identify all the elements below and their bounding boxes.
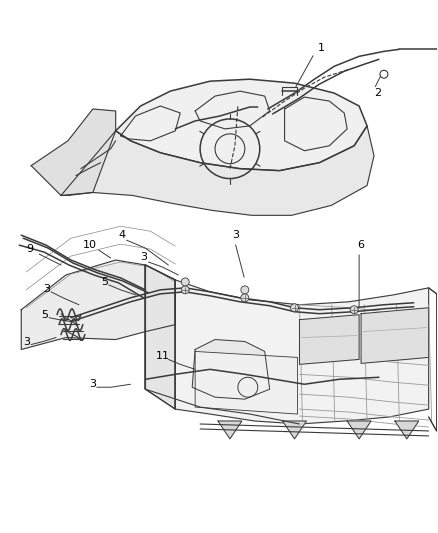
Polygon shape — [300, 314, 359, 365]
Text: 2: 2 — [374, 88, 381, 98]
Text: 4: 4 — [119, 230, 126, 240]
Text: 5: 5 — [41, 310, 48, 320]
Text: 3: 3 — [232, 230, 239, 240]
Circle shape — [350, 306, 358, 314]
Text: 10: 10 — [83, 240, 97, 250]
Text: 9: 9 — [26, 244, 33, 254]
Polygon shape — [145, 265, 429, 424]
Polygon shape — [116, 79, 367, 171]
Polygon shape — [61, 126, 374, 215]
Polygon shape — [145, 265, 175, 409]
Circle shape — [241, 286, 249, 294]
Text: 5: 5 — [101, 277, 108, 287]
Circle shape — [181, 278, 189, 286]
Circle shape — [181, 286, 189, 294]
Polygon shape — [31, 109, 116, 196]
Polygon shape — [192, 340, 270, 399]
Text: 6: 6 — [357, 240, 364, 250]
Circle shape — [380, 70, 388, 78]
Text: 3: 3 — [89, 379, 96, 389]
Text: 11: 11 — [155, 351, 170, 361]
Polygon shape — [21, 260, 175, 350]
Text: 1: 1 — [318, 43, 325, 53]
Text: 3: 3 — [141, 252, 148, 262]
Polygon shape — [218, 421, 242, 439]
Text: 3: 3 — [43, 284, 50, 294]
Circle shape — [241, 294, 249, 302]
Text: 3: 3 — [23, 336, 30, 346]
Polygon shape — [347, 421, 371, 439]
Polygon shape — [395, 421, 419, 439]
Polygon shape — [361, 308, 429, 364]
Polygon shape — [195, 351, 297, 414]
Polygon shape — [283, 421, 307, 439]
Circle shape — [290, 304, 298, 312]
